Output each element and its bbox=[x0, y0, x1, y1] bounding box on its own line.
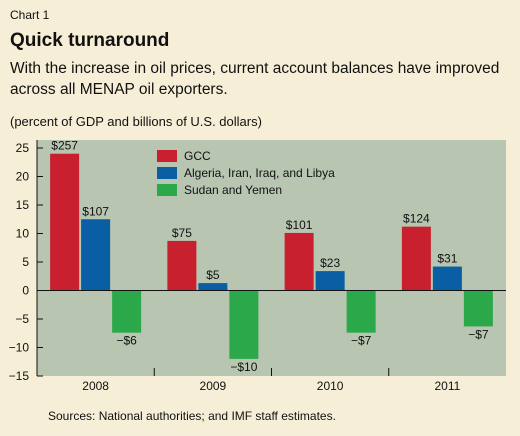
y-tick-label: −10 bbox=[9, 341, 30, 355]
bars bbox=[50, 153, 493, 359]
data-label: $257 bbox=[51, 139, 78, 153]
bar-2009-series-3 bbox=[229, 290, 259, 359]
bar-2010-series-3 bbox=[346, 290, 376, 333]
legend-label: GCC bbox=[184, 149, 211, 163]
y-axis: 25 20 15 10 5 0 −5 −10 −15 bbox=[9, 140, 43, 383]
bar-2010-series-1 bbox=[284, 232, 314, 291]
bar-2011-series-2 bbox=[432, 266, 462, 291]
data-label: $5 bbox=[206, 268, 220, 282]
data-label: $31 bbox=[437, 252, 457, 266]
chart-subtitle: With the increase in oil prices, current… bbox=[10, 60, 500, 98]
data-label: $75 bbox=[172, 226, 192, 240]
data-label: −$10 bbox=[230, 360, 257, 374]
y-tick-label: 15 bbox=[16, 198, 30, 212]
bar-2008-series-1 bbox=[50, 153, 80, 291]
data-labels: $257 $75 $101 $124 $107 $5 $23 $31 −$6 −$10 −$7 −$7 bbox=[51, 139, 489, 374]
y-tick-label: −5 bbox=[15, 312, 29, 326]
chart-number: Chart 1 bbox=[10, 8, 50, 22]
data-label: −$7 bbox=[468, 327, 489, 341]
bar-2008-series-3 bbox=[112, 290, 142, 333]
legend-label: Sudan and Yemen bbox=[184, 183, 282, 197]
x-axis: 2008 2009 2010 2011 bbox=[37, 290, 506, 393]
bar-2009-series-2 bbox=[198, 283, 228, 291]
x-tick-label: 2010 bbox=[317, 379, 344, 393]
data-label: −$7 bbox=[351, 334, 372, 348]
source-note: Sources: National authorities; and IMF s… bbox=[48, 409, 336, 423]
bar-2008-series-2 bbox=[81, 219, 111, 291]
y-tick-label: −15 bbox=[9, 369, 30, 383]
y-tick-label: 20 bbox=[16, 170, 30, 184]
y-tick-label: 10 bbox=[16, 227, 30, 241]
x-tick-label: 2011 bbox=[434, 379, 460, 393]
data-label: $101 bbox=[286, 218, 313, 232]
legend-swatch bbox=[157, 184, 177, 196]
legend-label: Algeria, Iran, Iraq, and Libya bbox=[184, 166, 335, 180]
bar-2009-series-1 bbox=[167, 240, 197, 291]
legend-swatch bbox=[157, 150, 177, 162]
legend-swatch bbox=[157, 167, 177, 179]
data-label: −$6 bbox=[116, 334, 137, 348]
units-note: (percent of GDP and billions of U.S. dol… bbox=[10, 114, 262, 129]
bar-2011-series-3 bbox=[463, 290, 493, 327]
data-label: $107 bbox=[82, 204, 109, 218]
x-tick-label: 2009 bbox=[200, 379, 227, 393]
y-tick-label: 5 bbox=[22, 255, 29, 269]
chart-title: Quick turnaround bbox=[10, 30, 170, 51]
bar-2011-series-1 bbox=[401, 226, 431, 291]
y-tick-label: 25 bbox=[16, 141, 30, 155]
y-tick-label: 0 bbox=[22, 284, 29, 298]
legend: GCC Algeria, Iran, Iraq, and Libya Sudan a… bbox=[157, 149, 335, 197]
bar-2010-series-2 bbox=[315, 271, 345, 291]
data-label: $23 bbox=[320, 256, 340, 270]
x-tick-label: 2008 bbox=[82, 379, 109, 393]
data-label: $124 bbox=[403, 212, 430, 226]
